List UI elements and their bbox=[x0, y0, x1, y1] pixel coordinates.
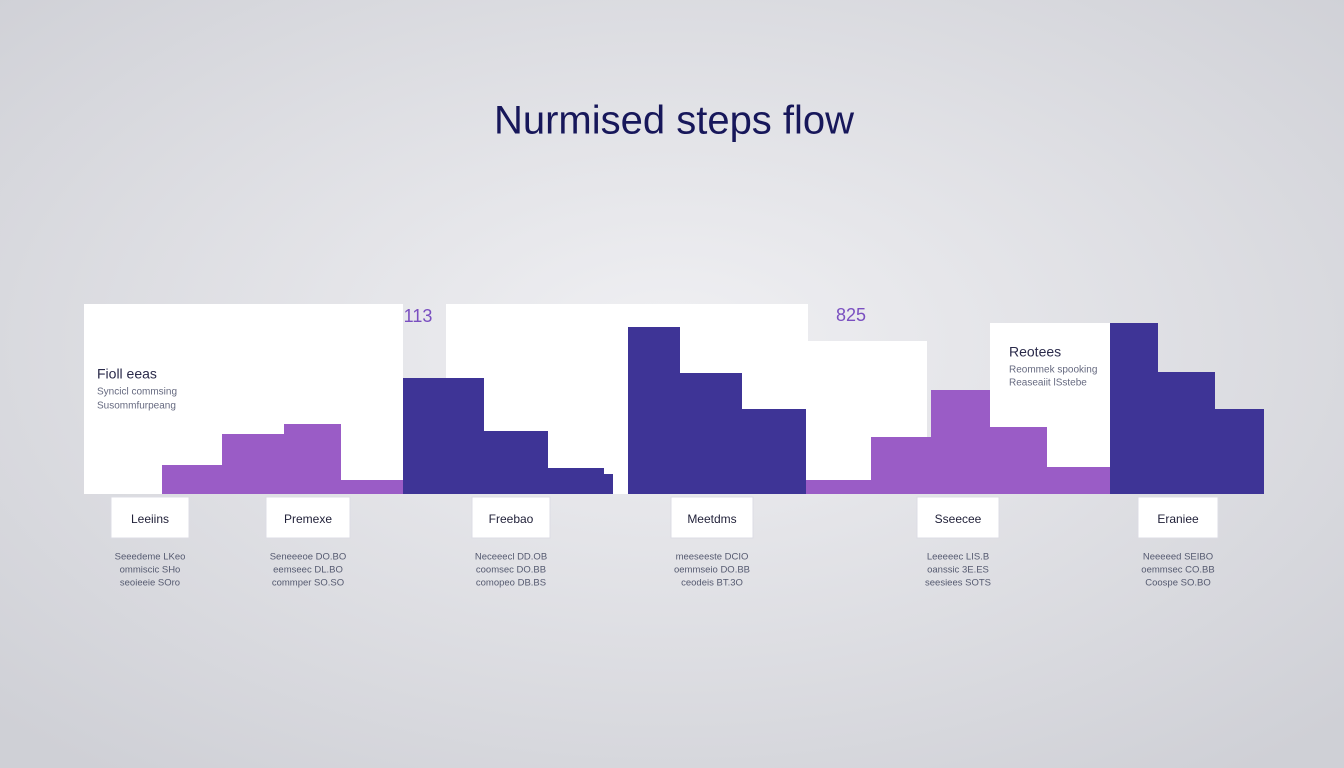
title: Nurmised steps flow bbox=[494, 99, 854, 143]
step-detail: Seeedeme LKeo bbox=[115, 552, 186, 563]
step-detail: oemmsec CO.BB bbox=[1141, 565, 1214, 576]
note-heading: Fioll eeas bbox=[97, 366, 157, 382]
step-detail: ceodeis BT.3O bbox=[681, 578, 743, 589]
step-detail: comopeo DB.BS bbox=[476, 578, 546, 589]
step-detail: ommiscic SHo bbox=[120, 565, 181, 576]
step-detail: seesiees SOTS bbox=[925, 578, 991, 589]
step-detail: Coospe SO.BO bbox=[1145, 578, 1210, 589]
step-detail: commper SO.SO bbox=[272, 578, 344, 589]
step-label: Premexe bbox=[284, 512, 332, 526]
step-box bbox=[1137, 496, 1219, 539]
step-detail: Leeeeec LIS.B bbox=[927, 552, 989, 563]
step-detail: eemseec DL.BO bbox=[273, 565, 343, 576]
step-label: Eraniee bbox=[1157, 512, 1199, 526]
note-line: Reaseaiit lSstebe bbox=[1009, 378, 1087, 389]
step-label: Meetdms bbox=[687, 512, 736, 526]
note-line: Reommek spooking bbox=[1009, 365, 1097, 376]
step-box bbox=[110, 496, 190, 539]
step-box bbox=[670, 496, 754, 539]
step-label: Leeiins bbox=[131, 512, 169, 526]
step-detail: Neeeeed SEIBO bbox=[1143, 552, 1213, 563]
step-detail: oanssic 3E.ES bbox=[927, 565, 989, 576]
decor-bars bbox=[162, 323, 1264, 494]
step-box bbox=[471, 496, 551, 539]
step-label: Freebao bbox=[489, 512, 534, 526]
step-detail: seoieeie SOro bbox=[120, 578, 180, 589]
figure: 825 bbox=[836, 305, 866, 325]
step-label: Sseecee bbox=[935, 512, 982, 526]
steps: Leeiins Seeedeme LKeo ommiscic SHo seoieeie… bbox=[110, 496, 1219, 589]
step-detail: Seneeeoe DO.BO bbox=[270, 552, 347, 563]
step-box bbox=[265, 496, 351, 539]
note-line: Susommfurpeang bbox=[97, 401, 176, 412]
figure: 113 bbox=[404, 306, 433, 326]
step-detail: Neceeecl DD.OB bbox=[475, 552, 547, 563]
note-line: Syncicl commsing bbox=[97, 387, 177, 398]
step-box bbox=[916, 496, 1000, 539]
step-detail: oemmseio DO.BB bbox=[674, 565, 750, 576]
step-detail: meeseeste DCIO bbox=[676, 552, 749, 563]
step-detail: coomsec DO.BB bbox=[476, 565, 546, 576]
note-heading: Reotees bbox=[1009, 344, 1061, 360]
